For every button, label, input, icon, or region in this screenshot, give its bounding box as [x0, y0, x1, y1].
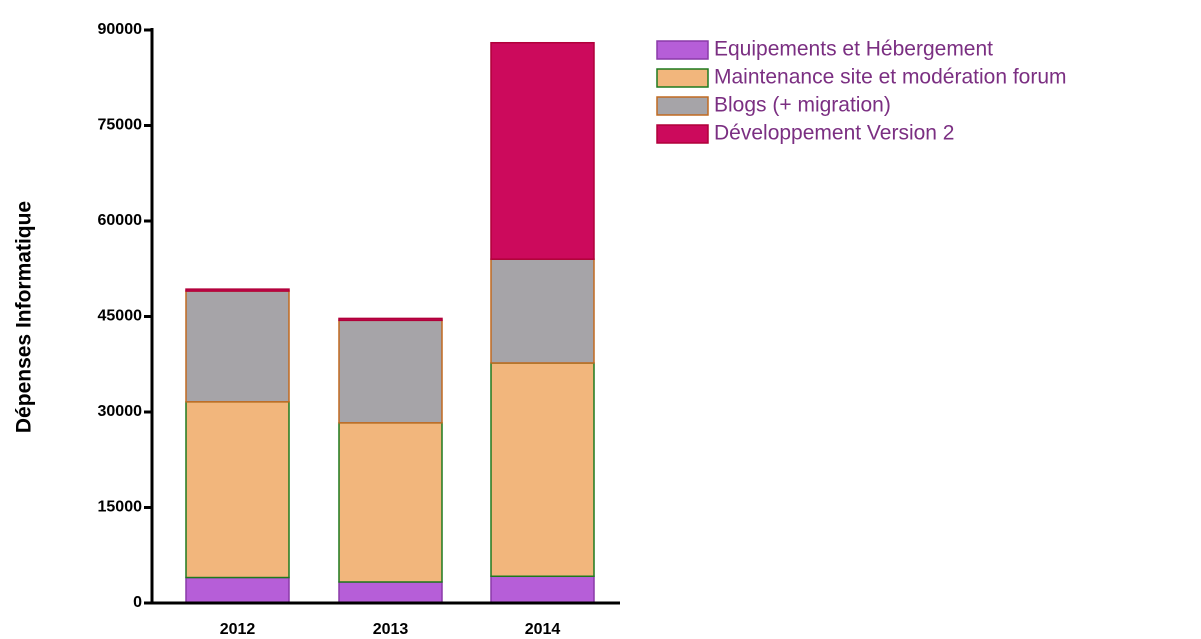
- bar-segment: [338, 422, 443, 583]
- y-axis-label: Dépenses Informatique: [13, 201, 36, 433]
- legend-label: Développement Version 2: [714, 122, 955, 145]
- y-tick-label: 30000: [98, 403, 143, 420]
- bar-segment: [185, 401, 290, 579]
- y-tick-label: 0: [133, 594, 142, 611]
- y-tick-label: 75000: [98, 117, 143, 134]
- bar-segment: [185, 576, 290, 604]
- bar-segment: [338, 317, 443, 322]
- y-tick-label: 45000: [98, 308, 143, 325]
- legend-label: Maintenance site et modération forum: [714, 66, 1067, 89]
- y-tick-label: 60000: [98, 212, 143, 229]
- y-tick-label: 15000: [98, 499, 143, 516]
- legend-swatch: [656, 96, 709, 116]
- x-tick-label: 2013: [373, 621, 409, 638]
- bar-segment: [338, 319, 443, 424]
- x-tick-label: 2012: [220, 621, 256, 638]
- bar-segment: [185, 288, 290, 292]
- legend-swatch: [656, 68, 709, 88]
- legend-label: Blogs (+ migration): [714, 94, 891, 117]
- bar-segment: [490, 41, 595, 260]
- legend-swatch: [656, 40, 709, 60]
- y-tick-label: 90000: [98, 21, 143, 38]
- bar-segment: [338, 581, 443, 604]
- bar-segment: [490, 258, 595, 364]
- x-tick-label: 2014: [525, 621, 561, 638]
- legend-swatch: [656, 124, 709, 144]
- bar-segment: [490, 362, 595, 578]
- bar-segment: [490, 575, 595, 604]
- bar-segment: [185, 290, 290, 403]
- legend-label: Equipements et Hébergement: [714, 38, 993, 61]
